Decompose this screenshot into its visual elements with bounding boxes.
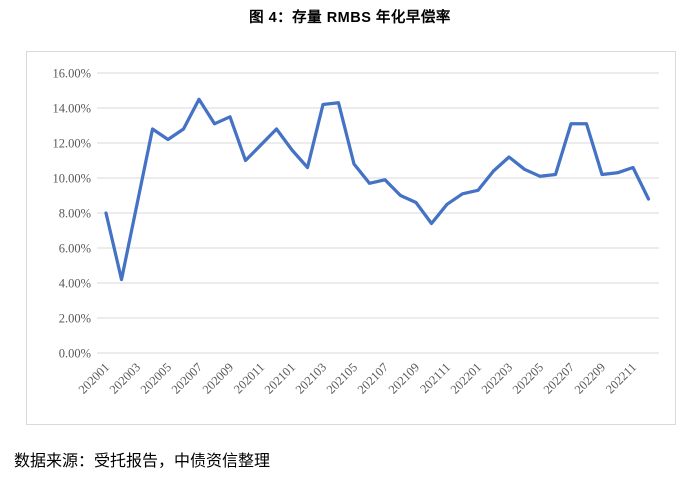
y-axis-tick-label: 4.00% bbox=[59, 277, 91, 291]
line-chart: 16.00% 14.00% 12.00% 10.00% 8.00% 6.00% 4.00% 2… bbox=[52, 67, 659, 397]
x-axis-tick-label: 202107 bbox=[355, 360, 391, 396]
figure-title: 图 4：存量 RMBS 年化早偿率 bbox=[249, 10, 451, 26]
x-axis-tick-label: 202209 bbox=[572, 360, 608, 396]
x-axis-tick-label: 202109 bbox=[386, 360, 422, 396]
x-axis-tick-label: 202011 bbox=[231, 360, 267, 396]
y-axis-tick-label: 14.00% bbox=[52, 102, 91, 116]
y-axis-tick-label: 8.00% bbox=[59, 207, 91, 221]
x-axis-tick-label: 202007 bbox=[169, 360, 205, 396]
x-axis-tick-label: 202203 bbox=[479, 360, 515, 396]
x-axis-tick-label: 202003 bbox=[107, 360, 143, 396]
y-axis-tick-label: 16.00% bbox=[52, 67, 91, 81]
data-source-note: 数据来源：受托报告，中债资信整理 bbox=[14, 453, 271, 470]
y-axis-tick-label: 6.00% bbox=[59, 242, 91, 256]
chart-container: 16.00% 14.00% 12.00% 10.00% 8.00% 6.00% 4.00% 2… bbox=[26, 51, 676, 425]
y-axis-tick-label: 2.00% bbox=[59, 312, 91, 326]
x-axis-tick-label: 202205 bbox=[510, 360, 546, 396]
x-axis-tick-label: 202207 bbox=[541, 360, 577, 396]
x-axis-tick-label: 202211 bbox=[603, 360, 639, 396]
x-axis-tick-label: 202001 bbox=[76, 360, 112, 396]
prepayment-rate-series-line bbox=[104, 97, 651, 282]
y-axis-tick-label: 12.00% bbox=[52, 137, 91, 151]
x-axis-tick-label: 202009 bbox=[200, 360, 236, 396]
x-axis-tick-label: 202201 bbox=[448, 360, 484, 396]
x-axis-tick-label: 202103 bbox=[293, 360, 329, 396]
x-axis-tick-label: 202101 bbox=[262, 360, 298, 396]
x-axis-tick-label: 202111 bbox=[417, 360, 453, 396]
y-axis-tick-label: 10.00% bbox=[52, 172, 91, 186]
x-axis-tick-label: 202105 bbox=[324, 360, 360, 396]
x-axis-tick-label: 202005 bbox=[138, 360, 174, 396]
y-axis-tick-label: 0.00% bbox=[59, 347, 91, 361]
